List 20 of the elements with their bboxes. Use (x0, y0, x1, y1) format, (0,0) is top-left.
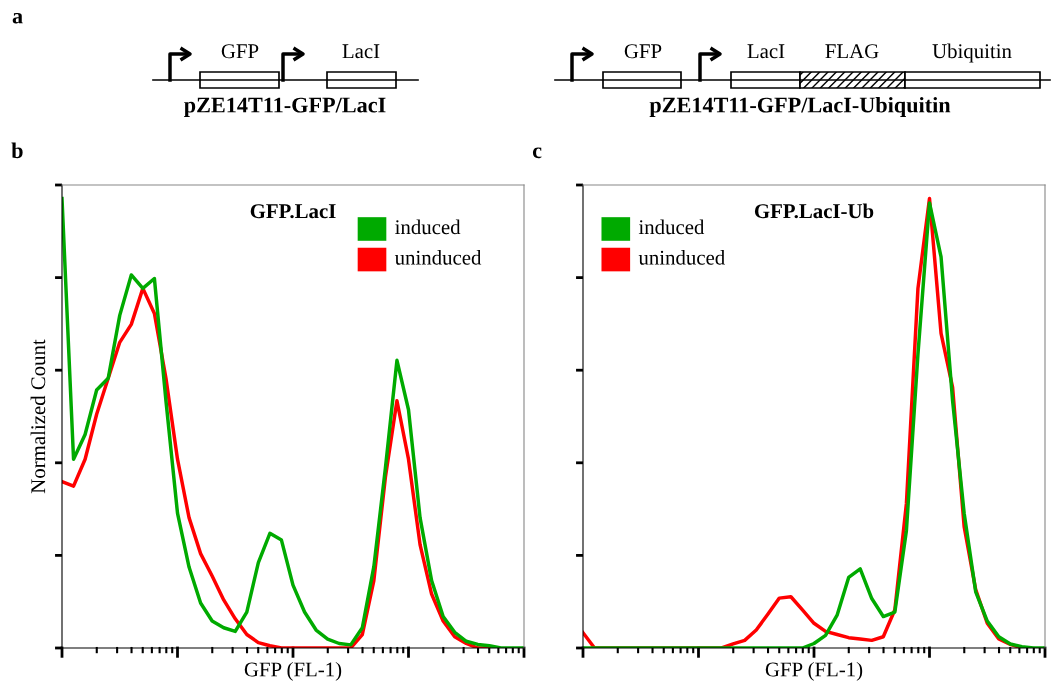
text: c (532, 147, 542, 159)
text: pZE14T11-GFP/LacI (184, 97, 386, 118)
x-axis-title: GFP (FL-1) (765, 661, 863, 681)
y-axis-title: Normalized Count (30, 339, 46, 494)
text: a (12, 12, 23, 24)
text: FLAG (825, 44, 879, 59)
text: LacI (342, 44, 380, 59)
text: GFP (624, 44, 662, 59)
text: GFP (221, 44, 259, 59)
legend-label: induced (395, 219, 461, 235)
text: pZE14T11-GFP/LacI-Ubiquitin (649, 96, 951, 118)
x-axis-title: GFP (FL-1) (244, 661, 342, 681)
legend-label: uninduced (638, 250, 725, 265)
chart-title: GFP.LacI-Ub (754, 203, 874, 219)
text: b (11, 142, 23, 159)
text: Ubiquitin (932, 43, 1012, 63)
text: LacI (747, 44, 785, 59)
legend-label: induced (638, 219, 705, 235)
chart-title: GFP.LacI (250, 204, 336, 219)
legend-label: uninduced (394, 250, 482, 265)
